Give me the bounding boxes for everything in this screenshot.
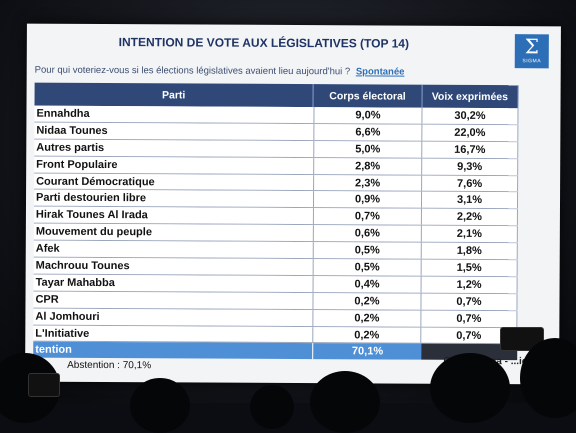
party-cell: Tayar Mahabba bbox=[33, 274, 314, 292]
results-table: Parti Corps électoral Voix exprimées Enn… bbox=[33, 82, 519, 361]
party-cell: L'Initiative bbox=[33, 325, 314, 343]
corps-electoral-cell: 0,5% bbox=[313, 242, 422, 259]
audience-head bbox=[250, 385, 294, 429]
table-header: Parti Corps électoral Voix exprimées bbox=[34, 82, 519, 109]
corps-electoral-cell: 0,9% bbox=[313, 191, 423, 209]
question-text: Pour qui voteriez-vous si les élections … bbox=[34, 64, 351, 78]
voix-exprimees-cell: 0,7% bbox=[421, 293, 518, 310]
audience-head bbox=[310, 371, 380, 433]
voix-exprimees-cell: 7,6% bbox=[422, 175, 519, 192]
party-cell: CPR bbox=[33, 291, 314, 309]
party-cell: Ennahdha bbox=[34, 105, 315, 124]
audience-head bbox=[520, 338, 576, 418]
voix-exprimees-cell: 2,1% bbox=[421, 225, 518, 243]
corps-electoral-cell: 2,3% bbox=[314, 174, 423, 192]
audience-head bbox=[430, 353, 510, 423]
party-cell: Al Jomhouri bbox=[33, 308, 314, 326]
voix-exprimees-cell: 30,2% bbox=[422, 107, 519, 125]
voix-exprimees-cell: 1,5% bbox=[421, 259, 518, 277]
projection-screen: INTENTION DE VOTE AUX LÉGISLATIVES (TOP … bbox=[25, 23, 561, 385]
party-cell: Machrouu Tounes bbox=[33, 257, 314, 276]
corps-electoral-cell: 2,8% bbox=[314, 157, 423, 175]
corps-electoral-cell: 5,0% bbox=[314, 140, 423, 158]
party-cell: Autres partis bbox=[34, 139, 315, 157]
party-cell: Front Populaire bbox=[34, 156, 315, 174]
audience-silhouettes bbox=[0, 327, 576, 433]
voix-exprimees-cell: 2,2% bbox=[421, 209, 518, 226]
corps-electoral-cell: 9,0% bbox=[314, 107, 423, 124]
voix-exprimees-cell: 16,7% bbox=[422, 141, 519, 158]
party-cell: Mouvement du peuple bbox=[33, 223, 314, 242]
sigma-logo: Σ SIGMA bbox=[514, 34, 549, 69]
audience-phone bbox=[28, 373, 60, 397]
logo-text: SIGMA bbox=[522, 58, 542, 65]
party-cell: Parti destourien libre bbox=[33, 190, 315, 208]
header-corps-electoral: Corps électoral bbox=[313, 84, 423, 108]
corps-electoral-cell: 0,7% bbox=[313, 208, 422, 225]
survey-question: Pour qui voteriez-vous si les élections … bbox=[35, 65, 405, 78]
corps-electoral-cell: 0,4% bbox=[313, 276, 422, 293]
voix-exprimees-cell: 0,7% bbox=[421, 310, 518, 327]
corps-electoral-cell: 0,2% bbox=[313, 309, 422, 327]
header-voix-exprimees: Voix exprimées bbox=[422, 84, 519, 109]
corps-electoral-cell: 0,6% bbox=[313, 225, 422, 242]
audience-head bbox=[130, 378, 190, 433]
voix-exprimees-cell: 9,3% bbox=[422, 158, 519, 175]
corps-electoral-cell: 0,5% bbox=[313, 259, 422, 276]
party-cell: Nidaa Tounes bbox=[34, 122, 315, 140]
party-cell: Afek bbox=[33, 240, 314, 259]
corps-electoral-cell: 0,2% bbox=[313, 326, 422, 344]
header-parti: Parti bbox=[34, 82, 314, 108]
party-cell: Courant Démocratique bbox=[34, 173, 315, 191]
voix-exprimees-cell: 1,2% bbox=[421, 276, 518, 293]
voix-exprimees-cell: 1,8% bbox=[421, 242, 518, 260]
sigma-icon: Σ bbox=[524, 34, 539, 59]
question-tag: Spontanée bbox=[355, 66, 405, 78]
voix-exprimees-cell: 3,1% bbox=[421, 192, 519, 209]
corps-electoral-cell: 6,6% bbox=[314, 124, 423, 141]
voix-exprimees-cell: 22,0% bbox=[422, 124, 519, 141]
corps-electoral-cell: 0,2% bbox=[313, 292, 422, 310]
party-cell: Hirak Tounes Al Irada bbox=[33, 206, 314, 225]
slide-title: INTENTION DE VOTE AUX LÉGISLATIVES (TOP … bbox=[118, 35, 410, 51]
